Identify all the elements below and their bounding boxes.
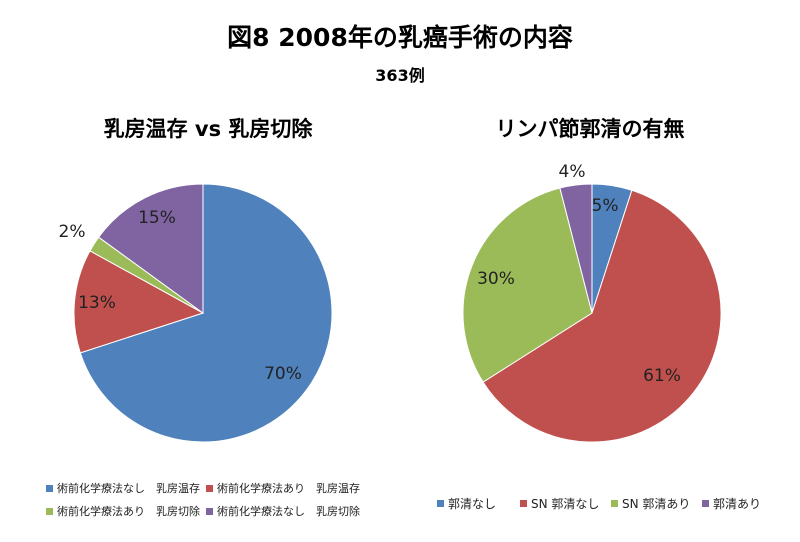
legend-label: SN 郭清なし bbox=[531, 497, 600, 511]
slice-data-label: 4% bbox=[559, 162, 586, 182]
legend-swatch bbox=[46, 484, 53, 492]
legend-swatch bbox=[611, 500, 618, 507]
legend-item: 術前化学療法あり 乳房切除 bbox=[46, 503, 200, 519]
legend-swatch bbox=[206, 484, 213, 492]
pie-slice bbox=[79, 183, 333, 443]
right-chart-title: リンパ節郭清の有無 bbox=[496, 117, 685, 141]
legend-label: 郭清あり bbox=[713, 497, 762, 511]
right-pie: 5% 61% 30% 4% bbox=[462, 162, 722, 443]
pie-slice bbox=[73, 250, 205, 354]
slice-data-label: 15% bbox=[138, 208, 176, 228]
slice-data-label: 70% bbox=[264, 364, 302, 384]
legend-item: 郭清あり bbox=[702, 495, 761, 512]
legend-swatch bbox=[437, 500, 444, 507]
legend-label: SN 郭清あり bbox=[622, 497, 691, 511]
slice-data-label: 2% bbox=[59, 222, 86, 242]
pie-slice bbox=[97, 183, 204, 314]
legend-item: 郭清なし bbox=[437, 495, 496, 512]
legend-swatch bbox=[206, 507, 213, 515]
pie-slice bbox=[462, 187, 593, 383]
slice-data-label: 30% bbox=[477, 269, 515, 289]
left-chart-title: 乳房温存 vs 乳房切除 bbox=[104, 117, 314, 141]
figure-subtitle: 363例 bbox=[375, 66, 425, 85]
figure-title: 図8 2008年の乳癌手術の内容 bbox=[227, 23, 573, 52]
legend-swatch bbox=[520, 500, 527, 507]
pie-slice bbox=[482, 189, 722, 443]
legend-item: SN 郭清あり bbox=[611, 495, 690, 512]
legend-swatch bbox=[702, 500, 709, 507]
pie-slice bbox=[559, 183, 593, 314]
left-pie: 70% 13% 2% 15% bbox=[59, 183, 333, 443]
legend-label: 術前化学療法なし 乳房切除 bbox=[217, 505, 360, 518]
slice-data-label: 5% bbox=[592, 196, 619, 216]
legend-label: 郭清なし bbox=[448, 497, 497, 511]
slice-data-label: 61% bbox=[643, 366, 681, 386]
legend-label: 術前化学療法あり 乳房切除 bbox=[57, 505, 200, 518]
legend-item: 術前化学療法あり 乳房温存 bbox=[206, 480, 360, 496]
slice-data-label: 13% bbox=[78, 293, 116, 313]
legend-swatch bbox=[46, 507, 53, 515]
legend-item: 術前化学療法なし 乳房温存 bbox=[46, 480, 200, 496]
legend-label: 術前化学療法あり 乳房温存 bbox=[217, 482, 360, 495]
legend-label: 術前化学療法なし 乳房温存 bbox=[57, 482, 200, 495]
legend-item: 術前化学療法なし 乳房切除 bbox=[206, 503, 360, 519]
legend-item: SN 郭清なし bbox=[520, 495, 599, 512]
